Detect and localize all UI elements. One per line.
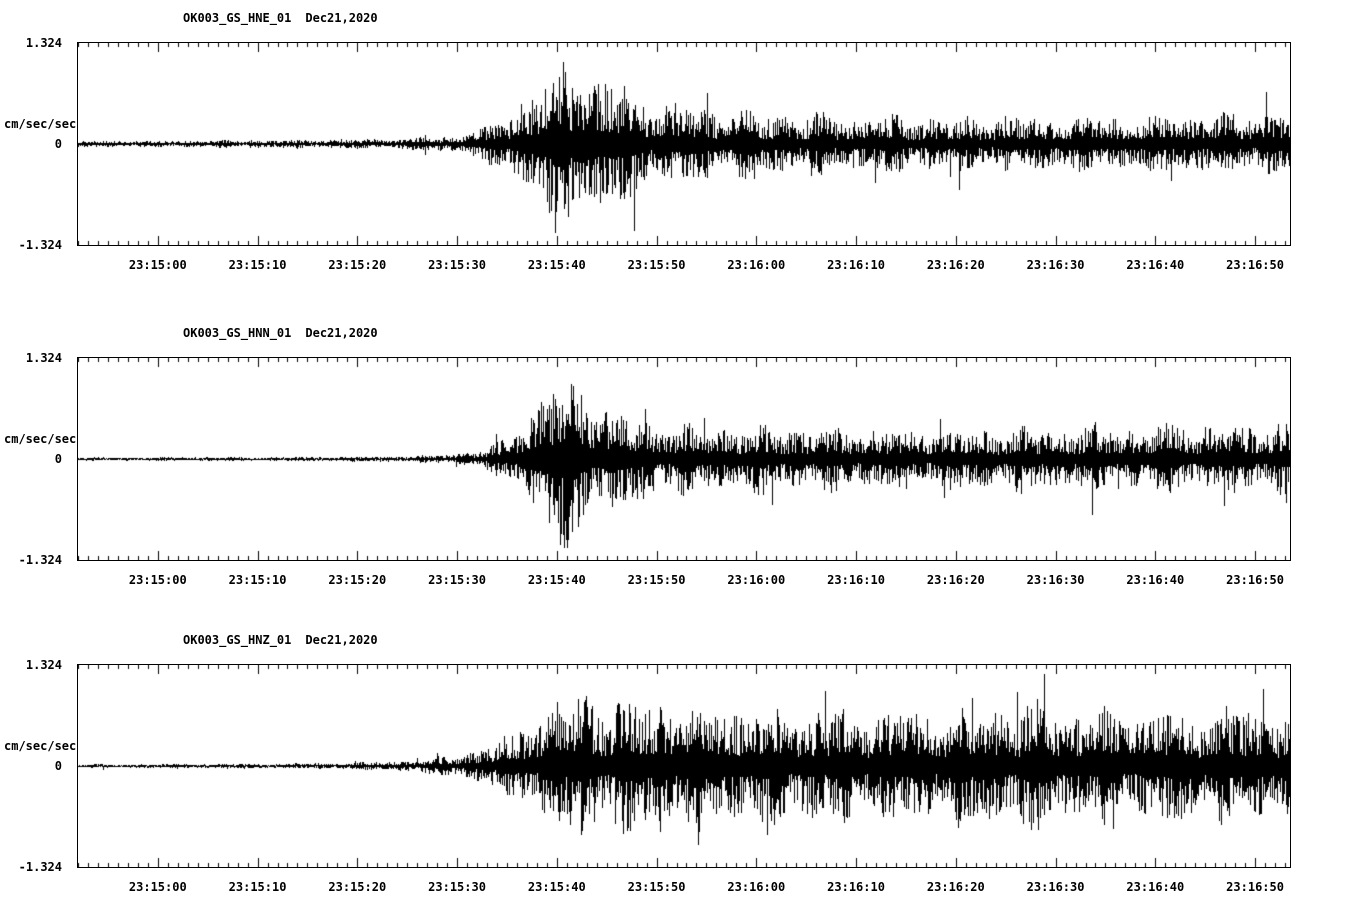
x-axis-tick-label: 23:16:10: [827, 258, 885, 272]
x-axis-tick-label: 23:15:30: [428, 880, 486, 894]
y-axis-tick-label: -1.324: [18, 553, 62, 567]
plot-frame-hnz: [77, 664, 1291, 868]
station-label: OK003_GS_HNE_01: [183, 11, 292, 25]
y-axis-tick-label: 0: [54, 759, 62, 773]
x-axis-tick-label: 23:15:50: [627, 573, 686, 587]
y-axis-unit-label: cm/sec/sec: [4, 739, 77, 753]
waveform-canvas-hnn: [78, 358, 1290, 560]
x-axis-tick-label: 23:15:20: [328, 880, 387, 894]
x-axis-tick-label: 23:16:50: [1226, 573, 1284, 587]
x-axis-tick-label: 23:16:10: [827, 573, 885, 587]
plot-frame-hne: [77, 42, 1291, 246]
x-axis-tick-label: 23:16:20: [926, 573, 985, 587]
x-axis-tick-label: 23:15:30: [428, 258, 486, 272]
x-axis-tick-label: 23:15:10: [228, 258, 287, 272]
panel-title-hnn: OK003_GS_HNN_01 Dec21,2020: [183, 326, 378, 340]
date-label: Dec21,2020: [305, 633, 378, 647]
y-axis-unit-label: cm/sec/sec: [4, 432, 77, 446]
x-axis-tick-label: 23:15:50: [627, 258, 686, 272]
x-axis-tick-label: 23:15:00: [128, 258, 187, 272]
x-axis-tick-label: 23:15:50: [627, 880, 686, 894]
x-axis-tick-label: 23:16:40: [1126, 573, 1185, 587]
plot-frame-hnn: [77, 357, 1291, 561]
x-axis-tick-label: 23:15:40: [527, 880, 586, 894]
date-label: Dec21,2020: [305, 11, 378, 25]
x-axis-tick-label: 23:15:00: [128, 573, 187, 587]
date-label: Dec21,2020: [305, 326, 378, 340]
y-axis-tick-label: 1.324: [25, 36, 62, 50]
y-axis-tick-label: 0: [54, 452, 62, 466]
panel-title-hne: OK003_GS_HNE_01 Dec21,2020: [183, 11, 378, 25]
y-axis-tick-label: -1.324: [18, 238, 62, 252]
y-axis-tick-label: 1.324: [25, 658, 62, 672]
x-axis-tick-label: 23:15:10: [228, 573, 287, 587]
x-axis-tick-label: 23:16:00: [727, 573, 786, 587]
y-axis-tick-label: 0: [54, 137, 62, 151]
x-axis-tick-label: 23:15:30: [428, 573, 486, 587]
x-axis-tick-label: 23:15:20: [328, 258, 387, 272]
y-axis-unit-label: cm/sec/sec: [4, 117, 77, 131]
waveform-canvas-hne: [78, 43, 1290, 245]
x-axis-tick-label: 23:16:30: [1026, 573, 1085, 587]
station-label: OK003_GS_HNN_01: [183, 326, 292, 340]
x-axis-tick-label: 23:16:30: [1026, 258, 1085, 272]
x-axis-tick-label: 23:16:40: [1126, 258, 1185, 272]
waveform-canvas-hnz: [78, 665, 1290, 867]
x-axis-tick-label: 23:16:10: [827, 880, 885, 894]
x-axis-tick-label: 23:16:00: [727, 880, 786, 894]
x-axis-tick-label: 23:16:40: [1126, 880, 1185, 894]
x-axis-tick-label: 23:16:50: [1226, 258, 1284, 272]
x-axis-tick-label: 23:15:00: [128, 880, 187, 894]
x-axis-tick-label: 23:16:50: [1226, 880, 1284, 894]
y-axis-tick-label: 1.324: [25, 351, 62, 365]
y-axis-tick-label: -1.324: [18, 860, 62, 874]
x-axis-tick-label: 23:16:00: [727, 258, 786, 272]
x-axis-tick-label: 23:15:20: [328, 573, 387, 587]
x-axis-tick-label: 23:15:10: [228, 880, 287, 894]
x-axis-tick-label: 23:16:20: [926, 880, 985, 894]
x-axis-tick-label: 23:16:30: [1026, 880, 1085, 894]
panel-title-hnz: OK003_GS_HNZ_01 Dec21,2020: [183, 633, 378, 647]
x-axis-tick-label: 23:15:40: [527, 573, 586, 587]
station-label: OK003_GS_HNZ_01: [183, 633, 292, 647]
x-axis-tick-label: 23:15:40: [527, 258, 586, 272]
x-axis-tick-label: 23:16:20: [926, 258, 985, 272]
